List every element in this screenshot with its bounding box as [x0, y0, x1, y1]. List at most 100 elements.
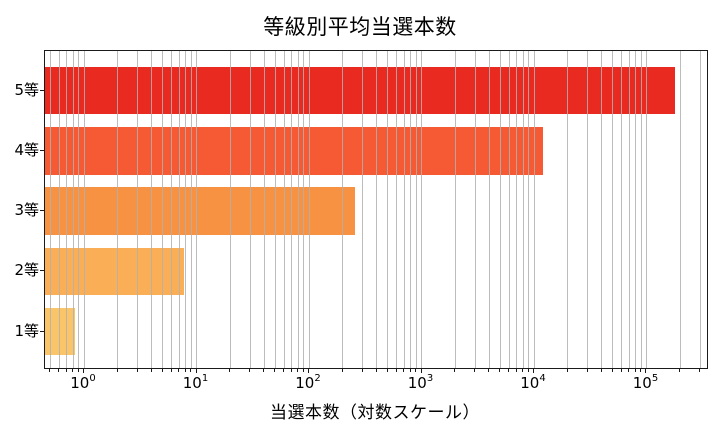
- x-minor-tick: [640, 368, 642, 372]
- minor-gridline: [274, 51, 276, 368]
- minor-gridline: [567, 51, 569, 368]
- minor-gridline: [162, 51, 164, 368]
- x-minor-tick: [474, 368, 476, 372]
- minor-gridline: [190, 51, 192, 368]
- x-major-tick: [645, 368, 647, 373]
- minor-gridline: [415, 51, 417, 368]
- minor-gridline: [362, 51, 364, 368]
- minor-gridline: [185, 51, 187, 368]
- minor-gridline: [474, 51, 476, 368]
- x-tick-label: 100: [70, 373, 96, 392]
- x-minor-tick: [522, 368, 524, 372]
- minor-gridline: [66, 51, 68, 368]
- x-minor-tick: [499, 368, 501, 372]
- x-minor-tick: [628, 368, 630, 372]
- x-minor-tick: [161, 368, 163, 372]
- x-minor-tick: [409, 368, 411, 372]
- minor-gridline: [297, 51, 299, 368]
- x-minor-tick: [586, 368, 588, 372]
- minor-gridline: [679, 51, 681, 368]
- chart-title: 等級別平均当選本数: [263, 15, 457, 39]
- x-minor-tick: [184, 368, 186, 372]
- minor-gridline: [621, 51, 623, 368]
- x-minor-tick: [58, 368, 60, 372]
- x-minor-tick: [190, 368, 192, 372]
- x-major-tick: [83, 368, 84, 373]
- y-tick-label-3等: 3等: [14, 201, 39, 220]
- x-minor-tick: [515, 368, 517, 372]
- minor-gridline: [263, 51, 265, 368]
- major-gridline: [83, 51, 85, 368]
- x-tick-label: 103: [407, 373, 434, 392]
- y-tick: [40, 270, 44, 272]
- x-major-tick: [533, 368, 534, 373]
- x-minor-tick: [178, 368, 180, 372]
- minor-gridline: [640, 51, 642, 368]
- x-minor-tick: [620, 368, 622, 372]
- x-minor-tick: [488, 368, 490, 372]
- minor-gridline: [410, 51, 412, 368]
- y-tick-label-4等: 4等: [14, 140, 39, 159]
- x-minor-tick: [375, 368, 377, 372]
- minor-gridline: [612, 51, 614, 368]
- minor-gridline: [628, 51, 630, 368]
- minor-gridline: [635, 51, 637, 368]
- minor-gridline: [454, 51, 456, 368]
- minor-gridline: [528, 51, 530, 368]
- x-minor-tick: [341, 368, 343, 372]
- minor-gridline: [72, 51, 74, 368]
- x-minor-tick: [150, 368, 152, 372]
- x-tick-label: 101: [182, 373, 209, 392]
- minor-gridline: [587, 51, 589, 368]
- minor-gridline: [58, 51, 60, 368]
- x-minor-tick: [72, 368, 74, 372]
- minor-gridline: [387, 51, 389, 368]
- bar-2等: [45, 247, 185, 296]
- major-gridline: [645, 51, 647, 368]
- x-minor-tick: [634, 368, 636, 372]
- minor-gridline: [601, 51, 603, 368]
- plot-area: [44, 50, 708, 369]
- minor-gridline: [396, 51, 398, 368]
- minor-gridline: [403, 51, 405, 368]
- y-tick: [40, 330, 44, 332]
- minor-gridline: [342, 51, 344, 368]
- minor-gridline: [488, 51, 490, 368]
- x-minor-tick: [386, 368, 388, 372]
- major-gridline: [533, 51, 535, 368]
- minor-gridline: [151, 51, 153, 368]
- x-tick-label: 105: [632, 373, 659, 392]
- minor-gridline: [78, 51, 80, 368]
- minor-gridline: [229, 51, 231, 368]
- minor-gridline: [508, 51, 510, 368]
- x-minor-tick: [611, 368, 613, 372]
- y-tick: [40, 210, 44, 212]
- x-minor-tick: [297, 368, 299, 372]
- x-minor-tick: [454, 368, 456, 372]
- x-minor-tick: [263, 368, 265, 372]
- y-tick-label-5等: 5等: [14, 80, 39, 99]
- x-minor-tick: [403, 368, 405, 372]
- minor-gridline: [499, 51, 501, 368]
- minor-gridline: [291, 51, 293, 368]
- minor-gridline: [49, 51, 51, 368]
- x-minor-tick: [290, 368, 292, 372]
- x-minor-tick: [361, 368, 363, 372]
- minor-gridline: [117, 51, 119, 368]
- minor-gridline: [376, 51, 378, 368]
- x-minor-tick: [508, 368, 510, 372]
- minor-gridline: [516, 51, 518, 368]
- bar-4等: [45, 127, 543, 175]
- minor-gridline: [522, 51, 524, 368]
- x-minor-tick: [229, 368, 231, 372]
- x-minor-tick: [116, 368, 118, 372]
- x-minor-tick: [302, 368, 304, 372]
- x-minor-tick: [65, 368, 67, 372]
- x-major-tick: [420, 368, 422, 373]
- minor-gridline: [249, 51, 251, 368]
- x-minor-tick: [679, 368, 681, 372]
- y-tick: [40, 149, 44, 151]
- x-minor-tick: [249, 368, 251, 372]
- x-minor-tick: [274, 368, 276, 372]
